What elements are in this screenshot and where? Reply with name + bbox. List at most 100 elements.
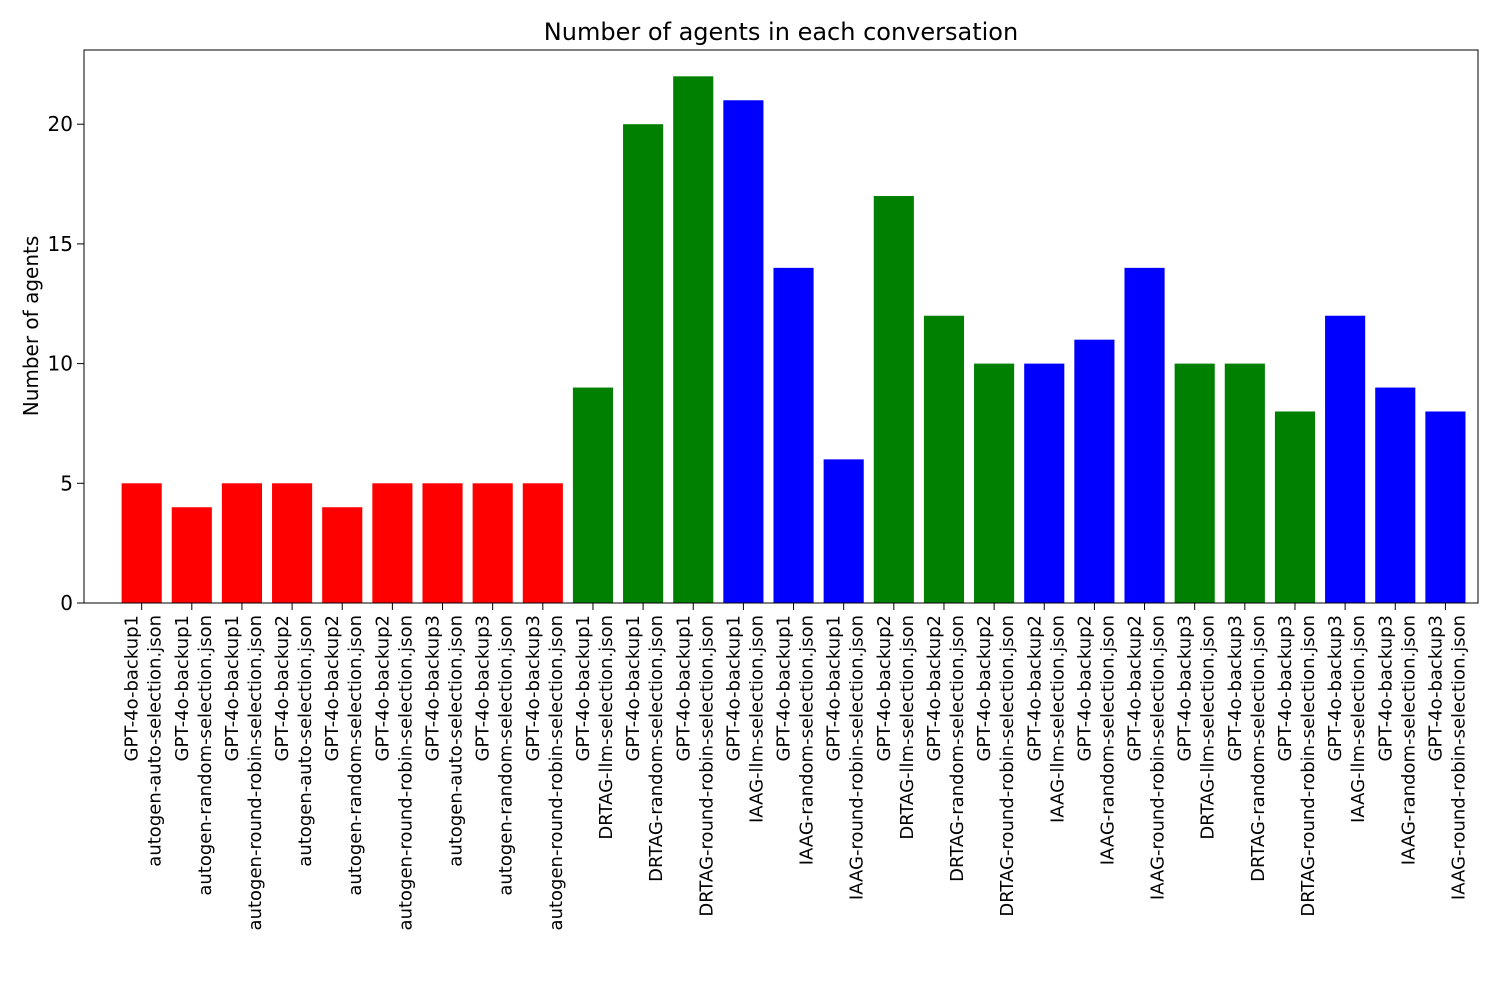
x-tick-label-7: GPT-4o-backup3 autogen-auto-selection.jso… (423, 615, 467, 867)
x-tick-label-model: GPT-4o-backup2 (322, 615, 343, 761)
x-tick-label-file: autogen-round-robin-selection.json (546, 615, 567, 930)
x-tick-label-model: GPT-4o-backup3 (523, 615, 544, 761)
x-tick-label-file: IAAG-round-robin-selection.json (1148, 615, 1169, 900)
bar-17 (923, 315, 965, 603)
bar-8 (472, 483, 513, 603)
x-tick-label-file: IAAG-round-robin-selection.json (1448, 615, 1469, 900)
x-tick-label-9: GPT-4o-backup3 autogen-round-robin-select… (523, 615, 567, 930)
x-tick-label-model: GPT-4o-backup2 (924, 615, 945, 761)
x-tick-label-model: GPT-4o-backup2 (1024, 615, 1045, 761)
bar-27 (1425, 411, 1466, 603)
bar-24 (1274, 411, 1316, 603)
x-tick-label-20: GPT-4o-backup2 IAAG-random-selection.json (1074, 615, 1118, 865)
x-tick-label-file: DRTAG-round-robin-selection.json (997, 615, 1018, 917)
x-tick-label-file: DRTAG-random-selection.json (1248, 615, 1269, 882)
x-tick-label-6: GPT-4o-backup2 autogen-round-robin-select… (372, 615, 416, 930)
y-tick-label-15: 15 (48, 232, 73, 256)
x-tick-label-file: IAAG-llm-selection.json (746, 615, 767, 823)
plot-frame (83, 49, 1479, 604)
bar-13 (723, 100, 764, 604)
x-tick-label-1: GPT-4o-backup1 autogen-auto-selection.jso… (122, 615, 166, 867)
bar-19 (1024, 363, 1065, 603)
x-tick-label-file: autogen-auto-selection.json (295, 615, 316, 867)
x-tick-label-file: DRTAG-random-selection.json (646, 615, 667, 882)
y-ticks-group: 0 5 10 15 20 (48, 112, 84, 615)
x-tick-label-file: autogen-random-selection.json (345, 615, 366, 896)
x-tick-label-model: GPT-4o-backup2 (372, 615, 393, 761)
x-tick-label-file: DRTAG-llm-selection.json (1198, 615, 1219, 840)
x-tick-label-15: GPT-4o-backup1 IAAG-round-robin-selection… (824, 615, 868, 900)
bar-22 (1174, 363, 1215, 603)
x-tick-label-model: GPT-4o-backup3 (1375, 615, 1396, 761)
x-tick-label-model: GPT-4o-backup3 (1275, 615, 1296, 761)
y-tick-label-0: 0 (60, 591, 73, 615)
x-tick-label-4: GPT-4o-backup2 autogen-auto-selection.jso… (272, 615, 316, 867)
x-tick-label-19: GPT-4o-backup2 IAAG-llm-selection.json (1024, 615, 1068, 823)
bar-2 (171, 507, 212, 603)
x-tick-label-model: GPT-4o-backup3 (1175, 615, 1196, 761)
x-tick-label-file: DRTAG-random-selection.json (947, 615, 968, 882)
x-tick-label-model: GPT-4o-backup1 (172, 615, 193, 761)
x-tick-label-file: IAAG-random-selection.json (1398, 615, 1419, 865)
x-tick-label-model: GPT-4o-backup2 (974, 615, 995, 761)
bar-15 (823, 459, 864, 603)
x-tick-label-model: GPT-4o-backup2 (1074, 615, 1095, 761)
bar-21 (1124, 267, 1165, 603)
x-tick-label-24: GPT-4o-backup3 DRTAG-round-robin-selectio… (1275, 615, 1319, 917)
bar-20 (1074, 339, 1115, 603)
x-tick-label-file: IAAG-random-selection.json (1097, 615, 1118, 865)
x-tick-label-23: GPT-4o-backup3 DRTAG-random-selection.jso… (1225, 615, 1269, 882)
bar-18 (974, 363, 1015, 603)
x-tick-label-model: GPT-4o-backup1 (573, 615, 594, 761)
x-tick-label-27: GPT-4o-backup3 IAAG-round-robin-selection… (1425, 615, 1469, 900)
x-ticks-group: GPT-4o-backup1 autogen-auto-selection.jso… (122, 603, 1469, 930)
x-tick-label-file: DRTAG-round-robin-selection.json (696, 615, 717, 917)
bar-9 (522, 483, 563, 603)
x-tick-label-file: autogen-random-selection.json (496, 615, 517, 896)
x-tick-label-model: GPT-4o-backup3 (1225, 615, 1246, 761)
y-axis-label: Number of agents (19, 236, 43, 417)
bars-group (121, 76, 1466, 604)
x-tick-label-25: GPT-4o-backup3 IAAG-llm-selection.json (1325, 615, 1369, 823)
x-tick-label-file: IAAG-llm-selection.json (1348, 615, 1369, 823)
x-tick-label-model: GPT-4o-backup1 (673, 615, 694, 761)
chart-title: Number of agents in each conversation (544, 18, 1018, 46)
x-tick-label-22: GPT-4o-backup3 DRTAG-llm-selection.json (1175, 615, 1219, 840)
x-tick-label-18: GPT-4o-backup2 DRTAG-round-robin-selectio… (974, 615, 1018, 917)
x-tick-label-model: GPT-4o-backup1 (623, 615, 644, 761)
bar-26 (1375, 387, 1416, 603)
x-tick-label-model: GPT-4o-backup3 (473, 615, 494, 761)
x-tick-label-file: IAAG-llm-selection.json (1047, 615, 1068, 823)
x-tick-label-14: GPT-4o-backup1 IAAG-random-selection.json (774, 615, 818, 865)
x-tick-label-file: DRTAG-llm-selection.json (897, 615, 918, 840)
bar-23 (1224, 363, 1265, 603)
bar-12 (673, 76, 714, 603)
x-tick-label-model: GPT-4o-backup1 (723, 615, 744, 761)
x-tick-label-file: IAAG-round-robin-selection.json (847, 615, 868, 900)
bar-5 (322, 507, 363, 603)
bar-25 (1325, 315, 1366, 603)
bar-10 (572, 387, 614, 603)
bar-16 (873, 196, 914, 603)
x-tick-label-model: GPT-4o-backup2 (874, 615, 895, 761)
x-tick-label-file: autogen-auto-selection.json (145, 615, 166, 867)
y-tick-label-10: 10 (48, 352, 73, 376)
x-tick-label-model: GPT-4o-backup2 (272, 615, 293, 761)
bar-4 (272, 483, 313, 603)
x-tick-label-13: GPT-4o-backup1 IAAG-llm-selection.json (723, 615, 767, 823)
bar-7 (422, 483, 463, 603)
bar-14 (773, 267, 814, 603)
bar-3 (221, 483, 263, 603)
x-tick-label-file: DRTAG-llm-selection.json (596, 615, 617, 840)
bar-11 (623, 124, 664, 604)
x-tick-label-11: GPT-4o-backup1 DRTAG-random-selection.jso… (623, 615, 667, 882)
x-tick-label-file: autogen-round-robin-selection.json (245, 615, 266, 930)
x-tick-label-3: GPT-4o-backup1 autogen-round-robin-select… (222, 615, 266, 930)
x-tick-label-file: DRTAG-round-robin-selection.json (1298, 615, 1319, 917)
x-tick-label-26: GPT-4o-backup3 IAAG-random-selection.json (1375, 615, 1419, 865)
bar-6 (372, 483, 413, 603)
x-tick-label-model: GPT-4o-backup3 (1425, 615, 1446, 761)
x-tick-label-model: GPT-4o-backup1 (222, 615, 243, 761)
